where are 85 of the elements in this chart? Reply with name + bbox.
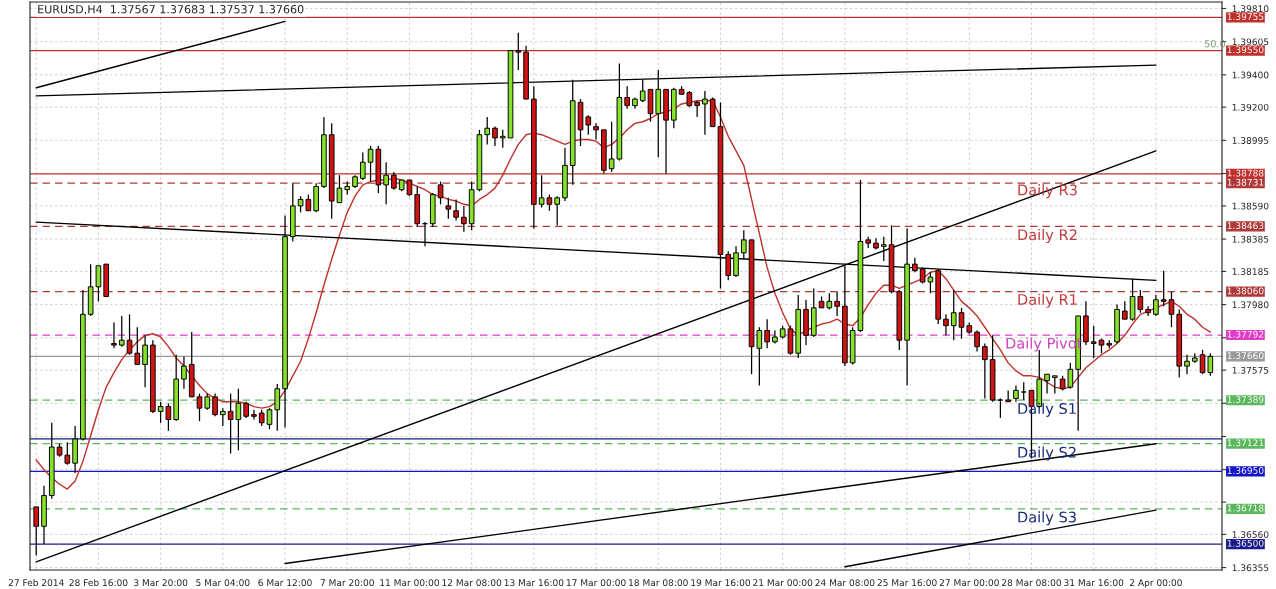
ref-line-label: 1.37660 (1227, 352, 1264, 360)
ref-line-label: 1.39755 (1227, 13, 1264, 20)
ref-line-label: 1.37121 (1227, 439, 1264, 447)
candlestick (593, 122, 599, 141)
candlestick (694, 100, 700, 118)
ref-line-label: 1.36500 (1227, 539, 1264, 547)
candlestick (445, 197, 452, 220)
candlestick (251, 409, 257, 421)
candlestick (880, 236, 887, 262)
y-tick-label: 1.38590 (1232, 202, 1269, 210)
annotation: Daily S3 (1018, 511, 1076, 526)
x-tick-label: 3 Mar 20:00 (134, 579, 188, 587)
y-tick-label: 1.38185 (1232, 268, 1269, 275)
ref-line-label: 1.38788 (1227, 169, 1264, 177)
candlestick (982, 342, 988, 400)
chart-title: EURUSD,H4 1.37567 1.37683 1.37537 1.37660 (38, 5, 304, 15)
candlestick (33, 506, 40, 557)
x-tick-label: 25 Mar 16:00 (877, 579, 937, 587)
candlestick (1044, 373, 1050, 395)
candlestick (181, 355, 187, 390)
candlestick (834, 291, 840, 317)
candlestick (554, 195, 561, 226)
candlestick (950, 289, 957, 341)
y-tick-label: 1.36560 (1232, 531, 1269, 538)
candlestick (1153, 294, 1159, 317)
ref-line-label: 1.37389 (1227, 396, 1264, 403)
ref-line-label: 1.36718 (1227, 504, 1264, 512)
candlestick (274, 383, 281, 432)
x-tick-label: 27 Mar 00:00 (939, 579, 999, 587)
candlestick (585, 114, 592, 136)
ref-line-label: 1.38463 (1227, 222, 1264, 230)
candlestick (702, 90, 708, 136)
candlestick (266, 407, 273, 430)
candlestick (997, 397, 1004, 419)
x-tick-label: 31 Mar 16:00 (1064, 579, 1124, 587)
candlestick (383, 161, 389, 205)
candlestick (118, 315, 125, 348)
annotation: Daily R1 (1018, 293, 1077, 308)
candlestick (1184, 354, 1190, 375)
x-tick-label: 28 Feb 16:00 (69, 579, 128, 587)
candlestick (212, 392, 218, 417)
ref-line-label: 1.36950 (1227, 467, 1264, 474)
x-tick-label: 5 Mar 04:00 (196, 579, 250, 587)
x-tick-label: 2 Apr 00:00 (1130, 579, 1182, 588)
candlestick (437, 180, 444, 205)
ref-line-label: 1.38731 (1227, 178, 1264, 186)
candlestick (142, 334, 148, 388)
x-tick-label: 27 Feb 2014 (8, 579, 64, 587)
x-tick-label: 7 Mar 20:00 (320, 579, 374, 587)
candlestick (624, 85, 630, 110)
x-tick-label: 12 Mar 08:00 (442, 579, 502, 587)
candlestick (196, 392, 203, 422)
x-tick-label: 6 Mar 12:00 (258, 579, 312, 587)
candlestick (453, 198, 459, 222)
candlestick (111, 321, 117, 349)
candlestick (1145, 305, 1151, 317)
y-tick-label: 1.37980 (1232, 301, 1269, 309)
candlestick (733, 245, 739, 278)
ref-line-label: 1.37792 (1227, 330, 1264, 338)
ref-line-label: 1.38060 (1227, 287, 1264, 295)
y-tick-label: 1.39400 (1232, 71, 1269, 79)
y-tick-label: 1.39200 (1232, 103, 1269, 111)
x-tick-label: 17 Mar 00:00 (566, 579, 626, 587)
candlestick (764, 318, 770, 349)
y-tick-label: 1.37575 (1232, 366, 1269, 374)
candlestick (740, 229, 747, 260)
x-tick-label: 13 Mar 16:00 (504, 579, 564, 587)
candlestick (461, 205, 467, 233)
ref-line-label: 1.39550 (1227, 46, 1264, 54)
x-tick-label: 24 Mar 08:00 (815, 579, 875, 587)
candlestick (492, 125, 498, 147)
y-tick-label: 1.36355 (1232, 564, 1269, 572)
candlestick (484, 116, 491, 146)
y-tick-label: 1.38995 (1232, 137, 1269, 144)
y-tick-label: 1.39810 (1232, 5, 1269, 13)
annotation: Daily R2 (1018, 228, 1077, 244)
x-tick-label: 19 Mar 16:00 (691, 579, 751, 587)
x-tick-label: 11 Mar 00:00 (380, 579, 439, 587)
candlestick (359, 151, 366, 181)
y-tick-label: 1.38385 (1232, 235, 1269, 243)
candlestick (943, 313, 949, 336)
y-tick-label: 1.39605 (1232, 38, 1269, 46)
x-tick-label: 18 Mar 08:00 (629, 579, 688, 587)
x-tick-label: 28 Mar 08:00 (1002, 579, 1062, 587)
x-tick-label: 21 Mar 00:00 (753, 579, 813, 587)
